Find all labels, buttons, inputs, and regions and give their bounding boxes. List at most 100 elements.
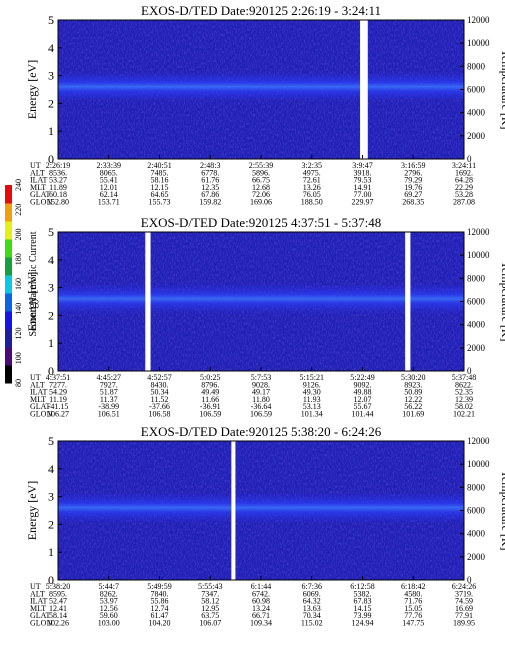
colorbar-tick: 120	[14, 328, 23, 340]
table-row-label: GLAT	[30, 611, 51, 620]
table-cell: 12.56	[100, 604, 118, 613]
table-cell: 52.47	[49, 597, 67, 606]
table-cell: 61.76	[201, 176, 219, 185]
table-row-label: GLON	[30, 410, 52, 419]
ytick-label: 4	[48, 462, 54, 476]
ytick-label: 3	[48, 69, 54, 83]
table-cell: 8262.	[100, 589, 118, 598]
ytick-label: 0	[48, 364, 54, 378]
table-cell: 12.68	[252, 183, 270, 192]
emission-band	[58, 283, 464, 314]
table-cell: 5:30:20	[401, 373, 425, 382]
ytick-right-label: 12000	[467, 436, 490, 446]
table-cell: 77.91	[455, 611, 473, 620]
table-cell: 7347.	[201, 589, 219, 598]
ytick-right-label: 2000	[467, 131, 486, 141]
colorbar-segment	[5, 185, 12, 204]
table-cell: 3719.	[455, 589, 473, 598]
table-cell: 5:0:25	[200, 373, 220, 382]
table-cell: 11.37	[100, 395, 118, 404]
table-cell: 7927.	[100, 380, 118, 389]
y-axis-label: Energy [eV]	[25, 60, 39, 119]
table-cell: 4:52:57	[147, 373, 171, 382]
table-cell: 5:55:43	[198, 582, 222, 591]
table-cell: 8622.	[455, 380, 473, 389]
ytick-right-label: 2000	[467, 552, 486, 562]
ytick-right-label: 12000	[467, 15, 490, 25]
table-cell: 6:18:42	[401, 582, 425, 591]
table-row-label: UT	[30, 161, 41, 170]
table-cell: 55.41	[100, 176, 118, 185]
table-cell: 58.12	[201, 597, 219, 606]
ytick-right-label: 12000	[467, 227, 490, 237]
table-cell: 106.27	[47, 410, 69, 419]
table-cell: -37.66	[149, 402, 170, 411]
table-row-label: MLT	[30, 183, 46, 192]
table-cell: 287.08	[453, 198, 475, 207]
table-cell: 22.29	[455, 183, 473, 192]
ytick-label: 5	[48, 13, 54, 27]
table-cell: 50.89	[404, 388, 422, 397]
table-cell: 11.89	[49, 183, 67, 192]
table-cell: 8430.	[151, 380, 169, 389]
table-cell: 64.65	[151, 190, 169, 199]
ytick-label: 1	[48, 336, 54, 350]
table-cell: 53.28	[455, 190, 473, 199]
table-cell: 58.14	[49, 611, 67, 620]
table-cell: 66.75	[252, 176, 270, 185]
ytick-label: 3	[48, 490, 54, 504]
table-cell: 71.76	[404, 597, 422, 606]
table-cell: 8065.	[100, 168, 118, 177]
ytick-right-label: 2000	[467, 343, 486, 353]
table-cell: 54.29	[49, 388, 67, 397]
table-cell: 12.22	[404, 395, 422, 404]
table-cell: 67.83	[354, 597, 372, 606]
ytick-right-label: 8000	[467, 273, 486, 283]
colorbar-segment	[5, 239, 12, 258]
table-cell: 153.71	[98, 198, 120, 207]
table-cell: 19.76	[404, 183, 422, 192]
table-cell: 67.86	[201, 190, 219, 199]
table-cell: 6:1:44	[251, 582, 271, 591]
ytick-label: 4	[48, 253, 54, 267]
ytick-label: 3	[48, 281, 54, 295]
table-cell: 101.69	[402, 410, 424, 419]
table-cell: 53.27	[49, 176, 67, 185]
colorbar-tick: 180	[14, 253, 23, 265]
table-cell: 2:40:51	[147, 161, 171, 170]
table-cell: 4580.	[404, 589, 422, 598]
table-cell: 106.51	[98, 410, 120, 419]
table-cell: 12.35	[201, 183, 219, 192]
table-cell: 8536.	[49, 168, 67, 177]
colorbar-segment	[5, 347, 12, 366]
table-cell: -38.99	[98, 402, 119, 411]
table-cell: 11.52	[151, 395, 169, 404]
table-cell: 5:44:7	[99, 582, 119, 591]
table-cell: 5382.	[354, 589, 372, 598]
table-cell: 189.95	[453, 619, 475, 628]
table-cell: 106.58	[149, 410, 171, 419]
table-cell: 77.00	[354, 190, 372, 199]
table-cell: 2:26:19	[46, 161, 70, 170]
table-cell: 53.13	[303, 402, 321, 411]
table-cell: 79.29	[404, 176, 422, 185]
table-cell: 3:9:47	[352, 161, 372, 170]
table-cell: 7840.	[151, 589, 169, 598]
colorbar-segment	[5, 203, 12, 222]
colorbar-tick: 200	[14, 229, 23, 241]
colorbar-tick: 220	[14, 204, 23, 216]
table-cell: 11.93	[303, 395, 321, 404]
colorbar-segment	[5, 329, 12, 348]
table-cell: 69.27	[404, 190, 422, 199]
colorbar-tick: 140	[14, 303, 23, 315]
y-axis-right-label: Temperature [K]	[499, 470, 505, 550]
table-cell: 49.17	[252, 388, 270, 397]
table-cell: 5:37:48	[452, 373, 476, 382]
table-cell: 2:48:3	[200, 161, 220, 170]
table-cell: 15.05	[404, 604, 422, 613]
ytick-right-label: 6000	[467, 85, 486, 95]
table-row-label: GLON	[30, 619, 52, 628]
table-cell: 5:15:21	[300, 373, 324, 382]
table-cell: 159.82	[199, 198, 221, 207]
ytick-right-label: 4000	[467, 108, 486, 118]
